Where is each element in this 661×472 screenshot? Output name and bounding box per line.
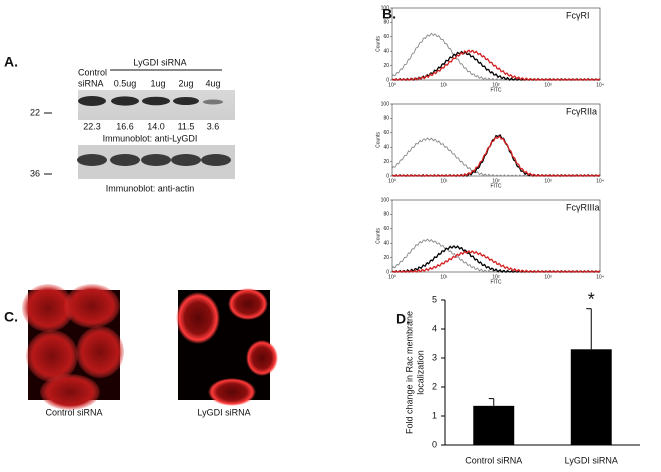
lane-labels: 0.5ug 1ug 2ug 4ug: [114, 78, 221, 88]
blot-caption: Immunoblot: anti-actin: [106, 183, 195, 193]
band-value: 16.6: [116, 121, 134, 131]
axis-label: Counts: [375, 132, 381, 148]
blot-caption: Immunoblot: anti-LyGDI: [103, 133, 198, 143]
x-tick-label: 10³: [544, 178, 552, 184]
bar: [570, 349, 612, 445]
x-tick-label: 10³: [544, 82, 552, 88]
panel-label: C.: [4, 309, 18, 325]
y-tick-label: 40: [383, 145, 389, 151]
x-tick-label: 10⁴: [596, 178, 604, 184]
y-tick-label: 0: [386, 173, 389, 179]
marker-label: 22: [30, 107, 40, 117]
band-value: 3.6: [207, 121, 220, 131]
x-tick-label: 10⁰: [388, 178, 396, 184]
histograms: FcγRI Counts 0 20 40 60 80 100 10⁰ 10¹ 10² 10³ 10⁴ FI…: [375, 5, 604, 285]
lane-label: 0.5ug: [114, 78, 137, 88]
x-tick-label: Control siRNA: [465, 455, 522, 465]
x-tick-label: 10²: [492, 178, 500, 184]
panel-label: B.: [382, 6, 396, 22]
panel-label: A.: [4, 54, 18, 70]
x-tick-label: 10⁰: [388, 82, 396, 88]
band-value: 11.5: [178, 121, 195, 131]
x-tick-label: 10⁴: [596, 82, 604, 88]
y-tick-label: 80: [383, 212, 389, 218]
control-label: siRNA: [78, 78, 104, 88]
band-values: 22.3 16.6 14.0 11.5 3.6: [83, 121, 219, 131]
histogram-curve: [391, 137, 601, 177]
panel-label: D.: [396, 311, 410, 327]
histogram-curve: [391, 49, 601, 81]
blot-bands: [77, 154, 231, 166]
x-tick-label: 10¹: [440, 274, 448, 280]
y-tick-label: 2: [432, 381, 437, 391]
axis-label: FITC: [490, 183, 501, 189]
y-tick-label: 100: [381, 101, 390, 107]
bar: [473, 405, 515, 445]
y-tick-label: 20: [383, 255, 389, 261]
y-tick-label: 80: [383, 20, 389, 26]
x-tick-label: 10³: [544, 274, 552, 280]
y-tick-label: 0: [432, 439, 437, 449]
axis-label: FITC: [490, 87, 501, 93]
x-tick-label: 10²: [492, 82, 500, 88]
y-tick-label: 5: [432, 294, 437, 304]
plot-frame: [391, 7, 601, 81]
band-value: 22.3: [83, 121, 101, 131]
x-tick-label: LyGDI siRNA: [565, 455, 618, 465]
x-tick-label: 10¹: [440, 82, 448, 88]
histogram-curve: [391, 135, 601, 177]
control-label: Control: [78, 67, 107, 77]
histogram-curve: [391, 238, 601, 273]
band-value: 14.0: [147, 121, 165, 131]
y-axis-label: localization: [415, 350, 425, 395]
blot-bands: [78, 96, 223, 106]
x-tick-label: 10⁰: [388, 274, 396, 280]
x-tick-label: 10¹: [440, 178, 448, 184]
axis-label: Counts: [375, 228, 381, 244]
lane-label: 1ug: [150, 78, 165, 88]
plot-title: FcγRIIa: [566, 106, 597, 116]
bar-chart: 0 1 2 3 4 5 Fold change in Rac membrane localiz…: [404, 289, 640, 465]
axis-label: Counts: [375, 36, 381, 52]
y-tick-label: 20: [383, 63, 389, 69]
lane-label: 4ug: [205, 78, 220, 88]
annotation: *: [588, 289, 595, 309]
y-tick-label: 3: [432, 352, 437, 362]
micrograph: [22, 284, 124, 410]
group-label: LyGDI siRNA: [133, 57, 186, 67]
y-tick-label: 0: [386, 77, 389, 83]
y-tick-label: 40: [383, 49, 389, 55]
x-tick-label: 10²: [492, 274, 500, 280]
plot-title: FcγRI: [566, 10, 590, 20]
y-tick-label: 4: [432, 323, 437, 333]
image-caption: LyGDI siRNA: [197, 407, 250, 417]
lane-label: 2ug: [178, 78, 193, 88]
micrograph: [176, 288, 278, 406]
y-tick-label: 100: [381, 197, 390, 203]
image-caption: Control siRNA: [45, 407, 102, 417]
y-tick-label: 60: [383, 226, 389, 232]
y-axis-label: Fold change in Rac membrane: [404, 311, 414, 434]
marker-label: 36: [30, 168, 40, 178]
y-tick-label: 40: [383, 241, 389, 247]
y-tick-label: 60: [383, 34, 389, 40]
y-tick-label: 100: [381, 5, 390, 11]
y-tick-label: 0: [386, 269, 389, 275]
plot-title: FcγRIIIa: [566, 202, 600, 212]
y-tick-label: 20: [383, 159, 389, 165]
axis-label: FITC: [490, 279, 501, 285]
y-tick-label: 80: [383, 116, 389, 122]
histogram-curve: [391, 32, 601, 81]
y-tick-label: 1: [432, 410, 437, 420]
y-tick-label: 60: [383, 130, 389, 136]
histogram-curve: [391, 245, 601, 273]
x-tick-label: 10⁴: [596, 274, 604, 280]
histogram-curve: [391, 134, 601, 177]
histogram-curve: [391, 250, 601, 273]
